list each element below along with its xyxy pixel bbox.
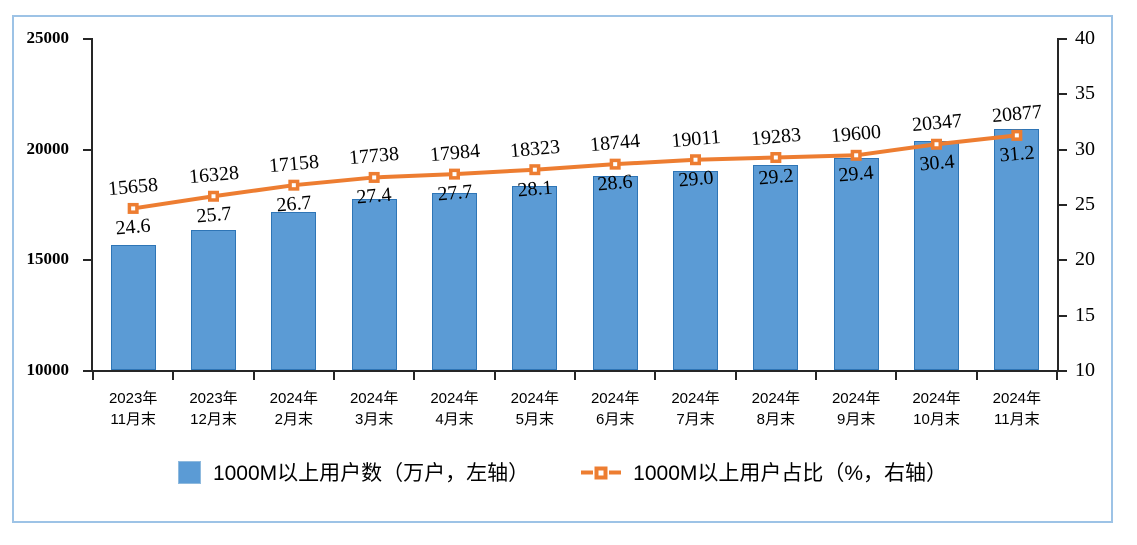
bar	[753, 164, 799, 370]
x-axis-tick	[895, 372, 898, 380]
x-axis	[91, 370, 1059, 372]
y-axis-right-tick	[1059, 148, 1067, 151]
x-axis-label: 2024年 4月末	[430, 390, 479, 428]
x-axis-label: 2024年 8月末	[751, 390, 801, 428]
legend-label-line-series: 1000M以上用户占比（%，右轴）	[633, 462, 948, 485]
x-axis-tick	[574, 372, 576, 380]
x-axis-tick	[172, 372, 175, 380]
x-axis-tick	[413, 372, 416, 380]
x-axis-tick	[815, 372, 817, 380]
x-axis-tick	[252, 372, 255, 380]
y-axis-left-tick	[83, 370, 91, 372]
x-axis-label: 2024年 2月末	[269, 390, 319, 428]
bar	[271, 211, 317, 370]
bar	[110, 244, 156, 370]
y-axis-right-tick	[1059, 38, 1067, 40]
bar-series-swatch-icon	[177, 460, 201, 484]
bar	[432, 193, 477, 370]
y-axis-right-tick	[1059, 204, 1067, 206]
y-axis-right-tick	[1059, 314, 1067, 317]
legend: 1000M以上用户数（万户，左轴） 1000M以上用户占比（%，右轴）	[14, 450, 1111, 494]
y-axis-right-tick-label: 30	[1075, 137, 1095, 160]
x-axis-tick	[975, 372, 978, 380]
y-axis-left-tick	[83, 148, 91, 151]
x-axis-label: 2023年 11月末	[108, 390, 158, 428]
y-axis-left	[91, 38, 93, 372]
bar	[673, 170, 718, 370]
x-axis-tick	[333, 372, 335, 380]
legend-item-line-series: 1000M以上用户占比（%，右轴）	[581, 457, 947, 487]
y-axis-right-tick-label: 35	[1075, 82, 1095, 105]
y-axis-right-tick	[1059, 370, 1067, 372]
x-axis-tick	[1056, 372, 1058, 380]
x-axis-label: 2024年 9月末	[831, 390, 881, 428]
y-axis-left-tick-label: 25000	[26, 28, 70, 47]
bar	[191, 229, 236, 370]
y-axis-left-tick-label: 10000	[26, 360, 70, 379]
y-axis-right-tick	[1059, 93, 1067, 96]
x-axis-tick	[654, 372, 657, 380]
legend-item-bar-series: 1000M以上用户数（万户，左轴）	[177, 457, 530, 487]
bar	[592, 176, 638, 370]
y-axis-left-tick	[83, 259, 91, 262]
line-series-marker-icon	[581, 466, 622, 479]
y-axis-right-tick-label: 25	[1075, 193, 1095, 215]
x-axis-label: 2024年 6月末	[590, 390, 640, 428]
x-axis-tick	[493, 372, 496, 380]
x-axis-label: 2024年 7月末	[671, 390, 720, 428]
legend-label-bar-series: 1000M以上用户数（万户，左轴）	[212, 462, 530, 485]
bar	[512, 185, 558, 370]
y-axis-right-tick-label: 20	[1075, 248, 1095, 271]
bar	[833, 157, 879, 370]
x-axis-label: 2024年 3月末	[349, 390, 399, 428]
y-axis-left-tick-label: 20000	[26, 138, 70, 158]
x-axis-label: 2024年 10月末	[912, 390, 961, 428]
y-axis-right-tick-label: 10	[1075, 359, 1095, 381]
y-axis-left-tick	[83, 38, 91, 40]
x-axis-label: 2024年 5月末	[510, 390, 560, 428]
y-axis-right-tick	[1059, 259, 1067, 262]
y-axis-right-tick-label: 15	[1075, 303, 1095, 326]
y-axis-left-tick-label: 15000	[26, 249, 70, 269]
y-axis-right	[1057, 38, 1059, 372]
x-axis-tick	[92, 372, 94, 380]
y-axis-right-tick-label: 40	[1075, 27, 1095, 49]
x-axis-label: 2024年 11月末	[992, 390, 1042, 428]
x-axis-tick	[734, 372, 737, 380]
bar	[351, 198, 397, 370]
x-axis-label: 2023年 12月末	[189, 390, 238, 428]
